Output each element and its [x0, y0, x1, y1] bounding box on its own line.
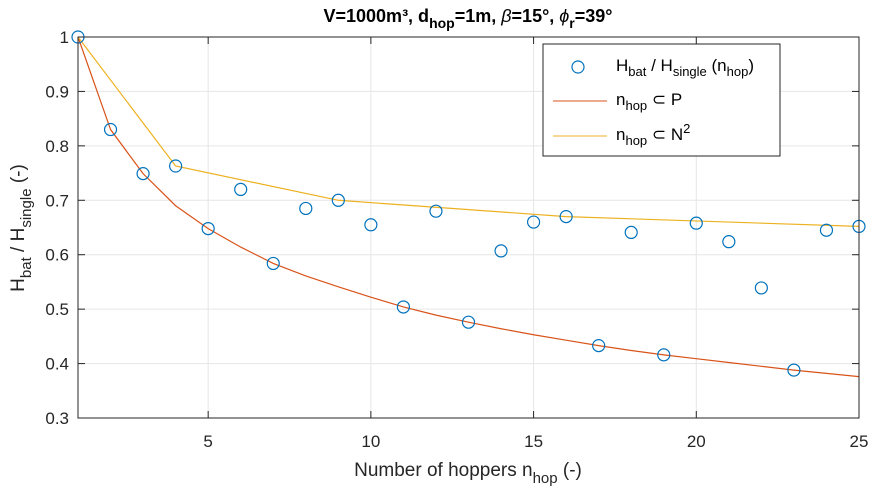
x-tick-label: 10	[361, 432, 380, 451]
data-point	[299, 201, 313, 216]
data-point	[461, 315, 476, 329]
x-tick-label: 15	[524, 432, 543, 451]
x-axis-label: Number of hoppers nhop (-)	[354, 460, 582, 487]
series-line-2	[77, 36, 860, 228]
data-point	[169, 159, 183, 173]
y-axis-label: Hbat / Hsingle (-)	[8, 164, 35, 292]
data-point	[722, 235, 736, 249]
x-tick-label: 20	[687, 432, 706, 451]
y-tick-label: 0.7	[45, 191, 69, 210]
y-tick-label: 0.5	[45, 300, 69, 319]
series-layer	[71, 30, 866, 378]
data-point	[819, 223, 834, 237]
data-point	[266, 256, 280, 271]
data-point	[234, 182, 248, 196]
y-tick-label: 0.4	[45, 355, 69, 374]
data-point	[103, 122, 118, 137]
legend-label-n2: nhop ⊂ N2	[616, 121, 690, 148]
legend-label-ratio: Hbat / Hsingle (nhop)	[616, 56, 754, 79]
data-point	[559, 210, 573, 224]
x-tick-label: 25	[850, 432, 869, 451]
data-point	[494, 244, 508, 258]
data-point	[787, 363, 801, 377]
data-point	[201, 221, 215, 236]
legend-label-p: nhop ⊂ P	[616, 90, 682, 113]
y-tick-label: 0.6	[45, 246, 69, 265]
data-point	[429, 204, 443, 218]
legend: Hbat / Hsingle (nhop) nhop ⊂ P nhop ⊂ N2	[542, 43, 781, 157]
y-tick-label: 0.9	[45, 82, 69, 101]
data-point	[526, 215, 541, 229]
y-tick-label: 0.8	[45, 137, 69, 156]
ticks: 5 10 15 20 25 0.3 0.4 0.5 0.6 0.7 0.8 0.9 1	[45, 28, 868, 451]
data-point	[689, 216, 703, 230]
data-point	[136, 167, 150, 181]
x-tick-label: 5	[203, 432, 212, 451]
y-tick-label: 0.3	[45, 409, 69, 428]
plot-frame	[77, 36, 860, 419]
data-point	[657, 348, 671, 362]
chart-title: V=1000m³, dhop=1m, β=15°, ϕr=39°	[324, 6, 613, 31]
series-line-1	[77, 36, 860, 378]
legend-marker-ratio	[571, 60, 585, 74]
data-point	[396, 300, 411, 314]
data-point	[592, 339, 606, 353]
data-point	[364, 218, 378, 232]
y-tick-label: 1	[60, 28, 69, 47]
data-point	[754, 281, 768, 295]
data-point	[624, 225, 638, 239]
data-point	[331, 193, 345, 207]
